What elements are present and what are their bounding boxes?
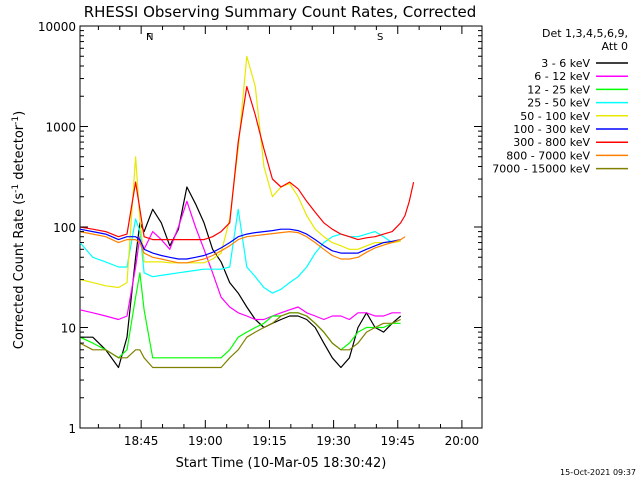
annotation-1: F [146,32,152,43]
x-axis: 18:45 19:00 19:15 19:30 19:45 20:00 [97,26,480,448]
y-tick-label-3: 1000 [45,121,76,135]
y-axis-label-sup-1: -1 [11,184,21,193]
series-line-4 [79,55,401,289]
annotation-2: S [377,32,383,43]
y-tick-label-0: 1 [68,422,76,436]
y-axis-label-part-1: Corrected Count Rate (s [12,193,27,350]
legend-label-8: 7000 - 15000 keV [492,163,590,176]
series-line-8 [79,312,401,369]
series-line-5 [79,228,401,260]
y-axis-label-part-3: ) [12,111,27,116]
legend-label-1: 6 - 12 keV [534,70,590,83]
series-line-6 [79,85,415,241]
x-tick-label-4: 19:45 [380,434,415,448]
series-line-7 [79,231,406,264]
legend-header-line-2: Att 0 [602,40,628,53]
x-tick-label-1: 19:00 [188,434,223,448]
x-tick-label-2: 19:15 [252,434,287,448]
legend-label-6: 300 - 800 keV [513,136,590,149]
chart-title: RHESSI Observing Summary Count Rates, Co… [84,3,477,21]
y-axis: 1 10 100 1000 10000 [38,20,482,436]
legend-label-3: 25 - 50 keV [527,97,590,110]
footer-timestamp: 15-Oct-2021 09:37 [560,468,636,477]
y-tick-label-4: 10000 [38,20,76,34]
plot-content: NF S [79,32,415,369]
legend-label-7: 800 - 7000 keV [506,149,590,162]
legend-label-4: 50 - 100 keV [520,110,590,123]
x-tick-label-3: 19:30 [316,434,351,448]
legend-label-0: 3 - 6 keV [541,57,590,70]
y-axis-label-sup-2: -1 [11,116,21,125]
annotation-0: N [146,32,153,43]
y-tick-label-1: 10 [61,322,76,336]
series-line-2 [79,272,401,359]
legend-label-5: 100 - 300 keV [513,123,590,136]
y-axis-label-part-2: detector [12,124,27,184]
x-tick-label-5: 20:00 [445,434,480,448]
x-axis-label: Start Time (10-Mar-05 18:30:42) [176,456,387,471]
x-tick-label-0: 18:45 [124,434,159,448]
plot-area: NF S [79,25,483,429]
legend-header-line-1: Det 1,3,4,5,6,9, [542,27,628,40]
legend-label-2: 12 - 25 keV [527,83,590,96]
series-line-3 [79,208,401,294]
y-tick-label-2: 100 [53,221,76,235]
y-axis-label: Corrected Count Rate (s-1 detector-1) [11,111,27,349]
